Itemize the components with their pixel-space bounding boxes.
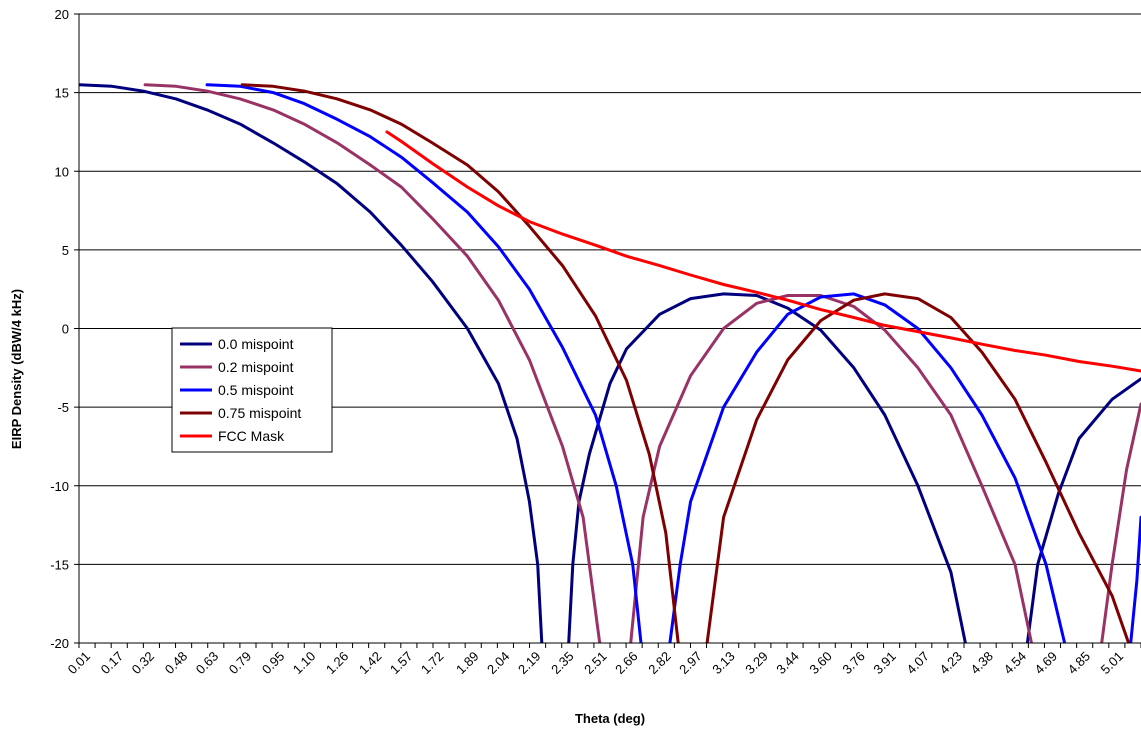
series-line bbox=[240, 83, 1131, 643]
x-tick-label: 1.42 bbox=[356, 649, 385, 678]
y-tick-label: -15 bbox=[50, 557, 69, 572]
series-line bbox=[79, 83, 1141, 643]
x-tick-label: 0.63 bbox=[193, 649, 222, 678]
x-tick-label: 4.07 bbox=[903, 649, 932, 678]
legend: 0.0 mispoint 0.2 mispoint 0.5 mispoint 0.75… bbox=[171, 327, 333, 453]
x-tick-label: 4.23 bbox=[937, 649, 966, 678]
y-tick-label: 15 bbox=[55, 86, 69, 101]
legend-label: 0.0 mispoint bbox=[218, 336, 294, 352]
x-tick-label: 4.85 bbox=[1065, 649, 1094, 678]
y-axis-title: EIRP Density (dBW/4 kHz) bbox=[9, 289, 24, 449]
series-lines bbox=[79, 83, 1141, 643]
series-line bbox=[385, 130, 1141, 373]
x-tick-label: 2.35 bbox=[548, 649, 577, 678]
x-tick-label: 3.44 bbox=[773, 649, 802, 678]
x-tick-label: 2.66 bbox=[612, 649, 641, 678]
x-tick-label: 0.79 bbox=[226, 649, 255, 678]
y-tick-label: -10 bbox=[50, 479, 69, 494]
x-tick-label: 1.89 bbox=[453, 649, 482, 678]
x-tick-label: 4.69 bbox=[1032, 649, 1061, 678]
x-tick-label: 2.97 bbox=[676, 649, 705, 678]
x-tick-label: 3.91 bbox=[870, 649, 899, 678]
x-tick-label: 1.57 bbox=[387, 649, 416, 678]
x-tick-label: 0.17 bbox=[98, 649, 127, 678]
x-tick-label: 4.38 bbox=[968, 649, 997, 678]
legend-label: 0.75 mispoint bbox=[218, 405, 301, 421]
series-line bbox=[205, 83, 1141, 643]
x-tick-label: 0.01 bbox=[65, 649, 94, 678]
y-tick-label: -5 bbox=[57, 400, 69, 415]
x-tick-label: 3.76 bbox=[839, 649, 868, 678]
x-tick-label: 3.60 bbox=[806, 649, 835, 678]
y-tick-label: 5 bbox=[62, 243, 69, 258]
legend-label: FCC Mask bbox=[218, 428, 285, 444]
x-axis-title: Theta (deg) bbox=[575, 711, 645, 726]
y-tick-label: 20 bbox=[55, 7, 69, 22]
y-tick-label: -20 bbox=[50, 636, 69, 651]
y-tick-label: 0 bbox=[62, 322, 69, 337]
y-tick-label: 10 bbox=[55, 164, 69, 179]
legend-label: 0.5 mispoint bbox=[218, 382, 294, 398]
x-tick-label: 1.26 bbox=[323, 649, 352, 678]
x-tick-label: 0.48 bbox=[162, 649, 191, 678]
legend-label: 0.2 mispoint bbox=[218, 359, 294, 375]
x-tick-label: 2.82 bbox=[645, 649, 674, 678]
x-tick-label: 3.13 bbox=[709, 649, 738, 678]
x-tick-label: 5.01 bbox=[1098, 649, 1127, 678]
x-tick-label: 1.10 bbox=[290, 649, 319, 678]
x-tick-label: 4.54 bbox=[1001, 649, 1030, 678]
x-tick-label: 2.51 bbox=[581, 649, 610, 678]
x-tick-label: 2.19 bbox=[515, 649, 544, 678]
x-tick-label: 2.04 bbox=[484, 649, 513, 678]
x-tick-label: 1.72 bbox=[418, 649, 447, 678]
x-tick-label: 3.29 bbox=[742, 649, 771, 678]
x-tick-label: 0.32 bbox=[129, 649, 158, 678]
x-tick-label: 0.95 bbox=[259, 649, 288, 678]
